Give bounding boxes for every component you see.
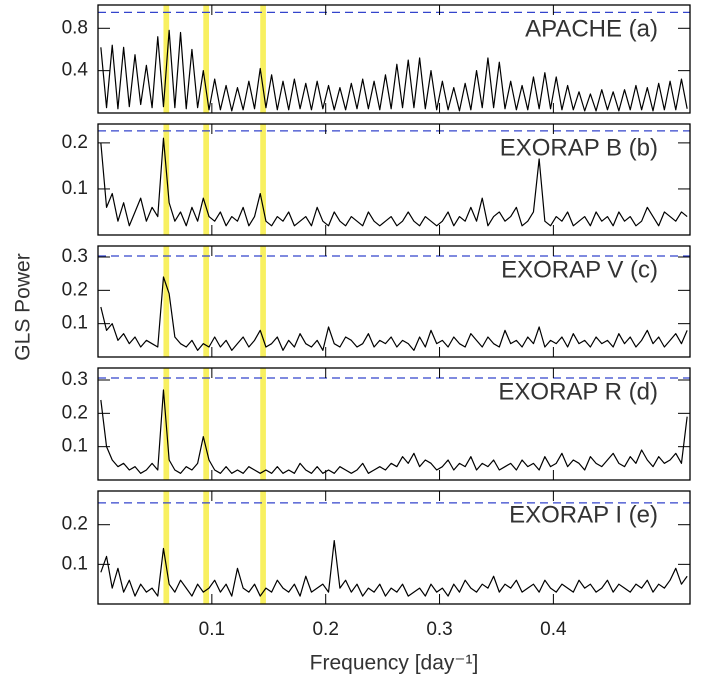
y-tick-label: 0.3 [62, 369, 88, 390]
panel-title: EXORAP R (d) [498, 378, 658, 405]
y-tick-label: 0.4 [62, 60, 89, 81]
plot-frame [97, 245, 691, 358]
highlight-band [260, 124, 266, 235]
highlight-band [163, 5, 170, 113]
x-axis-title: Frequency [day⁻¹] [310, 652, 479, 675]
y-tick-label: 0.1 [62, 178, 88, 199]
highlight-band [163, 491, 170, 604]
y-tick-label: 0.1 [62, 553, 88, 574]
panel-title: EXORAP B (b) [500, 134, 658, 161]
plot-area [98, 5, 690, 113]
plot-frame [97, 4, 691, 114]
y-tick-label: 0.1 [62, 436, 88, 457]
plot-area [98, 491, 690, 604]
highlight-band [260, 246, 266, 357]
plot-area [98, 124, 690, 235]
x-tick-label: 0.3 [426, 619, 452, 640]
highlight-band [203, 246, 209, 357]
y-tick-label: 0.2 [62, 402, 88, 423]
highlight-band [203, 5, 209, 113]
y-tick-label: 0.3 [62, 246, 88, 267]
plot-area [98, 368, 690, 480]
plot-frame [97, 367, 691, 481]
highlight-band [203, 124, 209, 235]
y-tick-label: 0.1 [62, 313, 88, 334]
y-tick-label: 0.2 [62, 132, 88, 153]
panel: 0.1 0.2 0.3 EXORAP R (d) [62, 367, 691, 481]
panel: 0.1 0.2 0.3 EXORAP V (c) [62, 245, 691, 358]
y-tick-label: 0.8 [62, 17, 88, 38]
periodogram-line [100, 137, 688, 227]
periodogram-line [100, 276, 688, 351]
periodogram-line [100, 29, 688, 112]
highlight-band [163, 246, 170, 357]
panel-title: EXORAP V (c) [501, 256, 658, 283]
highlight-band [260, 368, 266, 480]
plot-frame [97, 123, 691, 236]
y-tick-label: 0.2 [62, 514, 88, 535]
plot-area [98, 246, 690, 357]
panel: 0.1 0.2 EXORAP B (b) [62, 123, 691, 236]
highlight-band [260, 5, 266, 113]
panel: 0.1 0.2 0.1 0.2 0.3 0.4 EXORAP I (e) [62, 490, 691, 640]
highlight-band [203, 368, 209, 480]
y-tick-label: 0.2 [62, 279, 88, 300]
panel-title: EXORAP I (e) [509, 501, 658, 528]
periodogram-line [100, 539, 688, 597]
panel-title: APACHE (a) [525, 15, 658, 42]
x-tick-label: 0.1 [199, 619, 225, 640]
x-tick-label: 0.4 [540, 619, 567, 640]
highlight-band [163, 124, 170, 235]
x-tick-label: 0.2 [312, 619, 338, 640]
y-axis-title: GLS Power [12, 253, 35, 360]
plot-frame [97, 490, 691, 605]
panel: 0.4 0.8 APACHE (a) [62, 4, 691, 114]
highlight-band [260, 491, 266, 604]
highlight-band [203, 491, 209, 604]
periodogram-line [100, 389, 688, 474]
